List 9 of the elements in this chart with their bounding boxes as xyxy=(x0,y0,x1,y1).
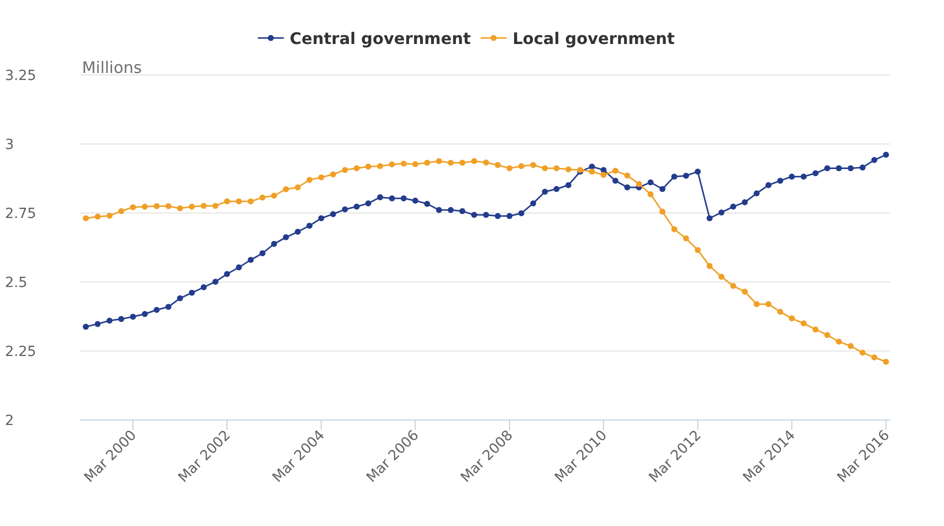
y-axis-title: Millions xyxy=(82,58,142,77)
y-tick-label: 2 xyxy=(5,413,14,429)
y-tick-label: 2.75 xyxy=(5,206,36,222)
y-tick-label: 3.25 xyxy=(5,68,36,84)
y-tick-label: 3 xyxy=(5,137,14,153)
legend-label: Local government xyxy=(512,29,676,48)
legend-label: Central government xyxy=(290,29,472,48)
y-tick-label: 2.5 xyxy=(5,275,28,291)
y-tick-label: 2.25 xyxy=(5,344,36,360)
